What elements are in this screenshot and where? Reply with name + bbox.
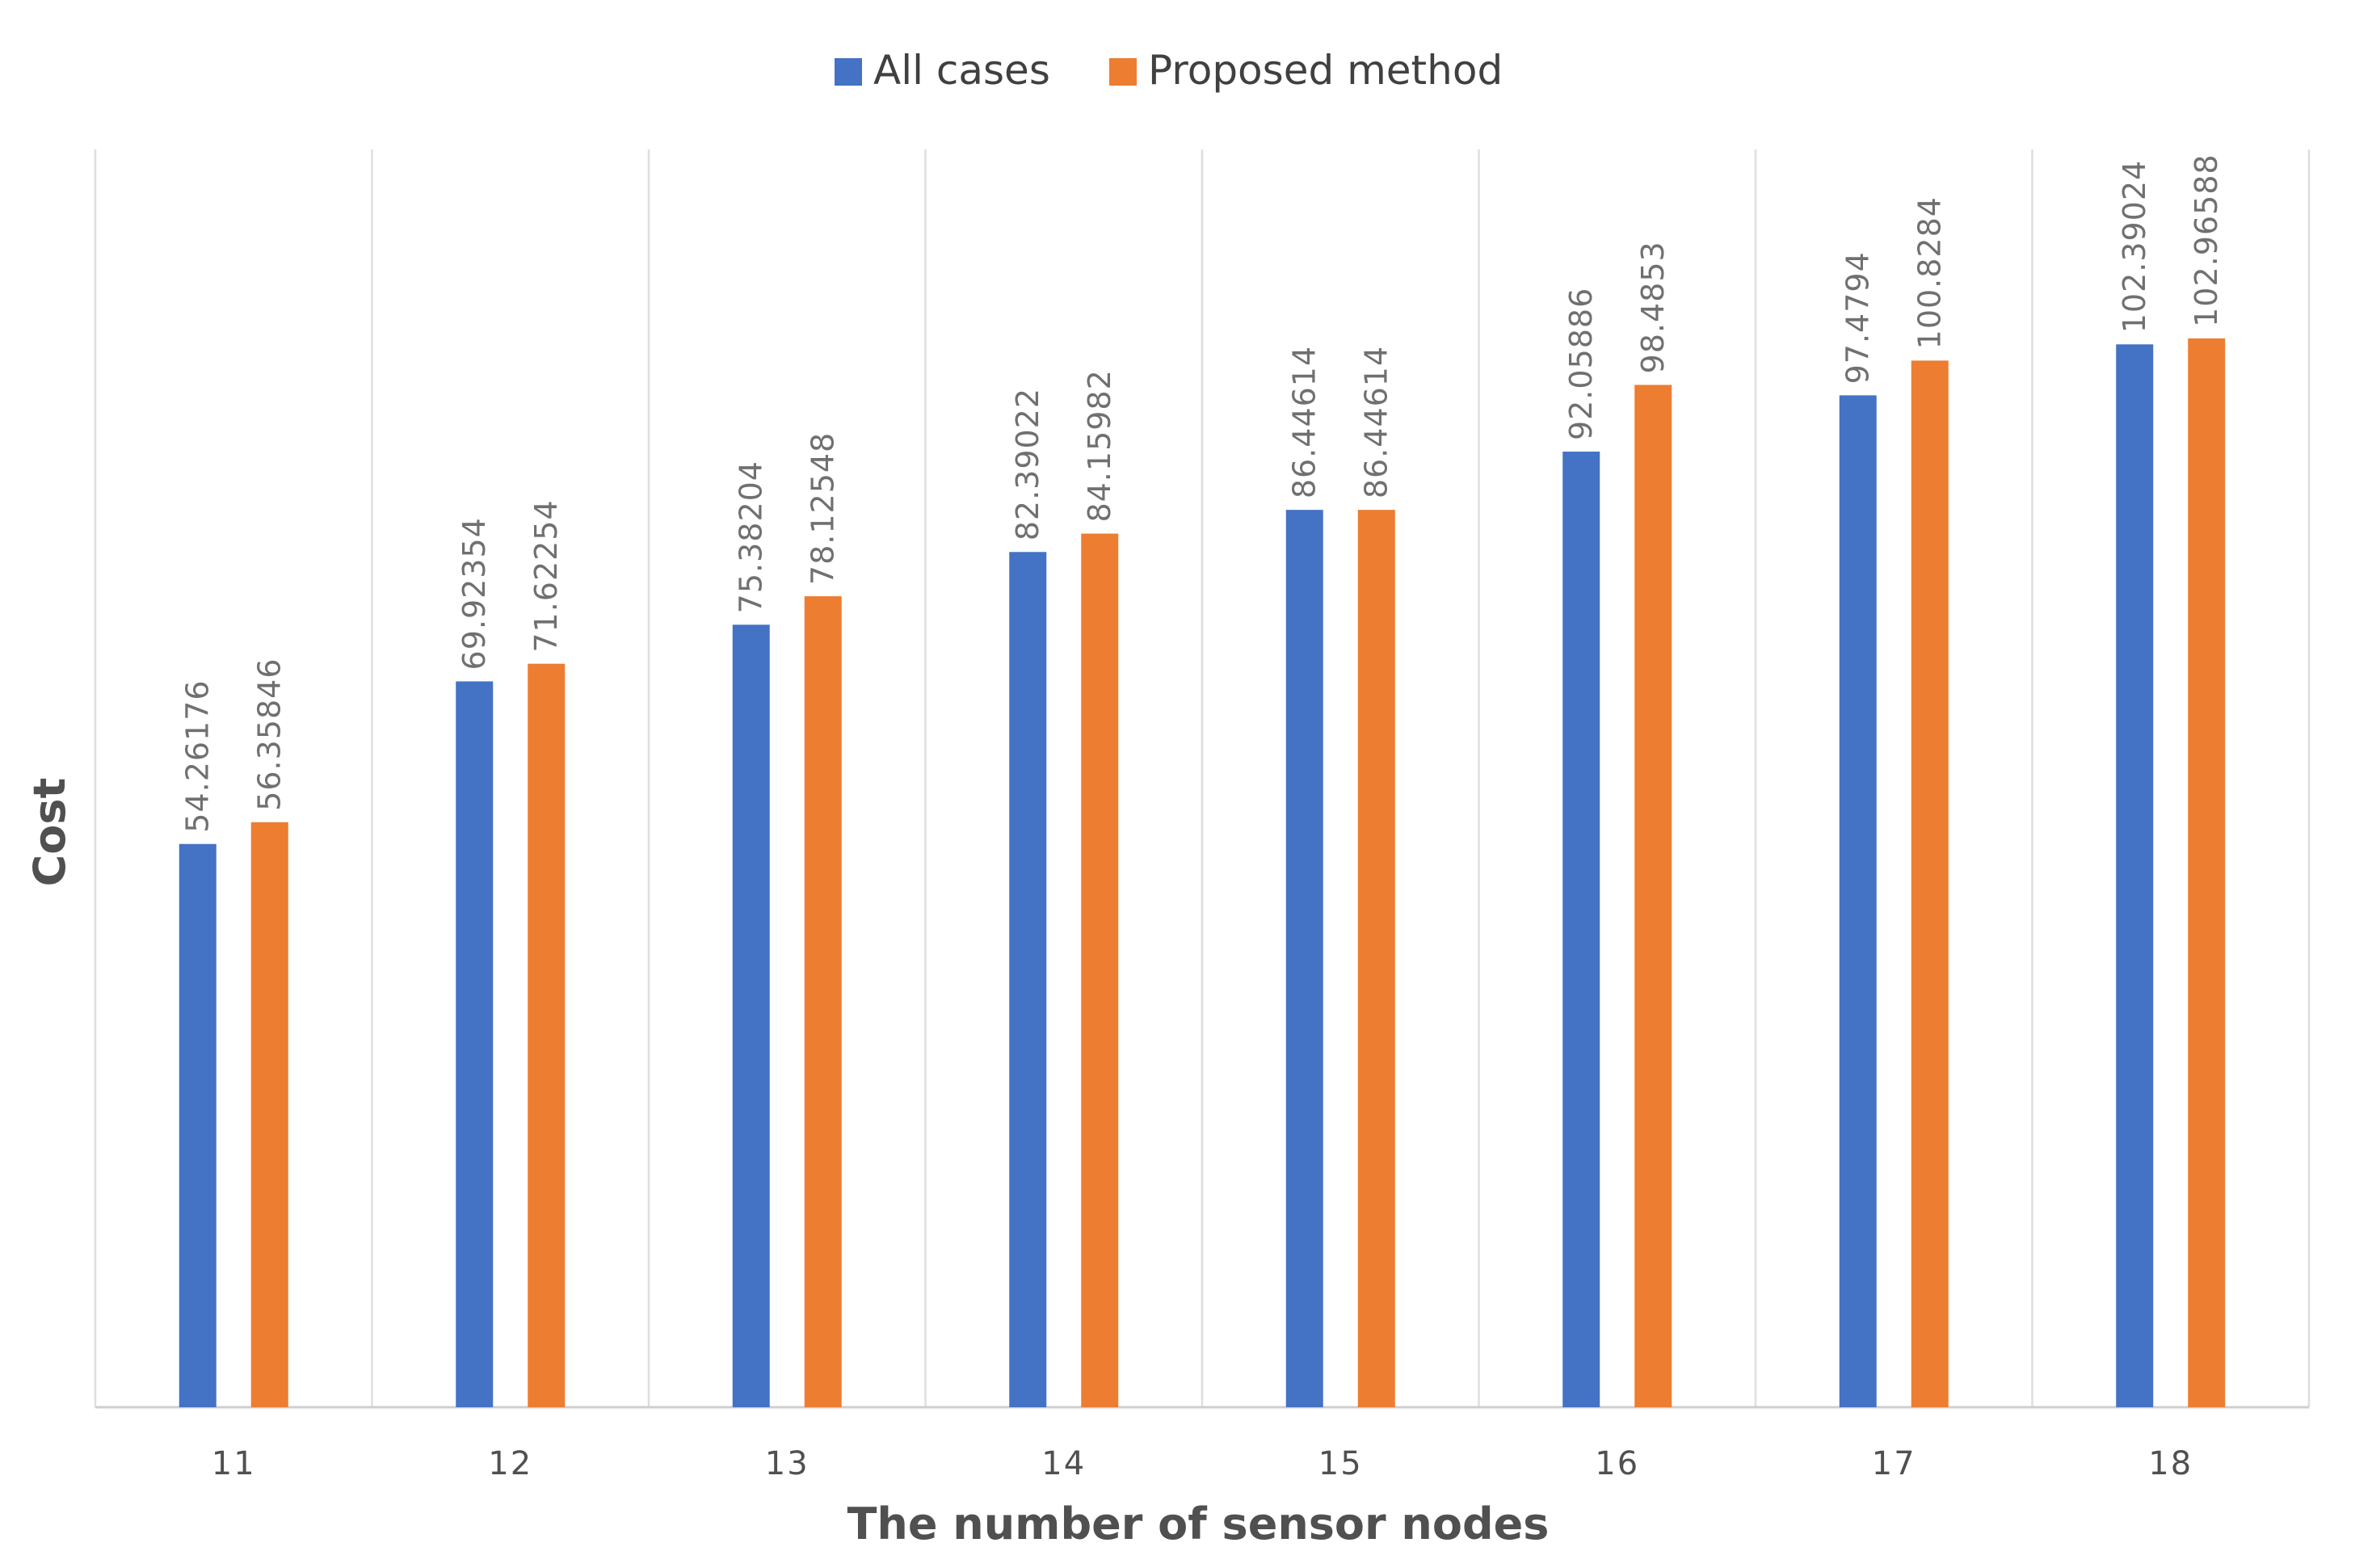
x-axis-title: The number of sensor nodes	[847, 1499, 1550, 1549]
x-tick-label: 13	[765, 1445, 810, 1482]
data-label: 92.05886	[1563, 288, 1599, 440]
data-label: 75.38204	[734, 460, 769, 613]
x-tick-label: 18	[2148, 1445, 2193, 1482]
bars	[179, 338, 2226, 1408]
gridlines	[94, 149, 2311, 1409]
bar-all-cases-13	[732, 624, 770, 1407]
data-label: 84.15982	[1082, 369, 1117, 522]
bar-all-cases-18	[2116, 344, 2154, 1408]
legend: All cases Proposed method	[835, 47, 1503, 94]
data-label: 98.4853	[1635, 241, 1671, 373]
bar-proposed-method-16	[1634, 385, 1672, 1408]
data-label: 102.96588	[2189, 153, 2224, 327]
x-tick-label: 16	[1595, 1445, 1639, 1482]
bar-proposed-method-15	[1357, 510, 1395, 1407]
data-label: 54.26176	[180, 679, 216, 832]
bar-all-cases-11	[179, 843, 217, 1407]
data-label: 82.39022	[1010, 388, 1045, 540]
data-label: 56.35846	[252, 658, 288, 810]
bar-proposed-method-14	[1081, 533, 1119, 1407]
legend-swatch	[835, 58, 862, 86]
data-label: 71.62254	[528, 499, 564, 652]
legend-label: Proposed method	[1148, 47, 1503, 94]
data-label: 97.4794	[1840, 251, 1876, 384]
data-label: 86.44614	[1287, 346, 1323, 498]
data-label: 100.8284	[1912, 196, 1948, 349]
bar-all-cases-17	[1839, 395, 1877, 1408]
x-tick-label: 12	[488, 1445, 532, 1482]
x-tick-label: 11	[212, 1445, 256, 1482]
bar-proposed-method-11	[250, 822, 288, 1407]
data-label: 78.12548	[805, 432, 841, 585]
bar-proposed-method-18	[2188, 338, 2226, 1407]
bar-all-cases-16	[1562, 452, 1600, 1407]
legend-label: All cases	[873, 47, 1050, 94]
bar-proposed-method-17	[1911, 360, 1949, 1407]
x-tick-label: 15	[1318, 1445, 1363, 1482]
x-tick-label: 17	[1872, 1445, 1916, 1482]
data-label: 86.44614	[1359, 346, 1394, 498]
data-label: 69.92354	[456, 517, 492, 670]
bar-all-cases-12	[456, 681, 494, 1407]
x-tick-labels: 11 12 13 14 15 16 17 18	[212, 1445, 2193, 1482]
data-labels: 54.26176 56.35846 69.92354 71.62254 75.38204…	[180, 153, 2225, 832]
bar-all-cases-14	[1009, 552, 1047, 1407]
bar-proposed-method-12	[528, 663, 566, 1407]
bar-all-cases-15	[1285, 510, 1323, 1407]
data-label: 102.39024	[2117, 160, 2152, 334]
y-axis-title: Cost	[24, 778, 75, 887]
x-tick-label: 14	[1041, 1445, 1086, 1482]
bar-proposed-method-13	[804, 596, 842, 1407]
legend-swatch	[1109, 58, 1137, 86]
